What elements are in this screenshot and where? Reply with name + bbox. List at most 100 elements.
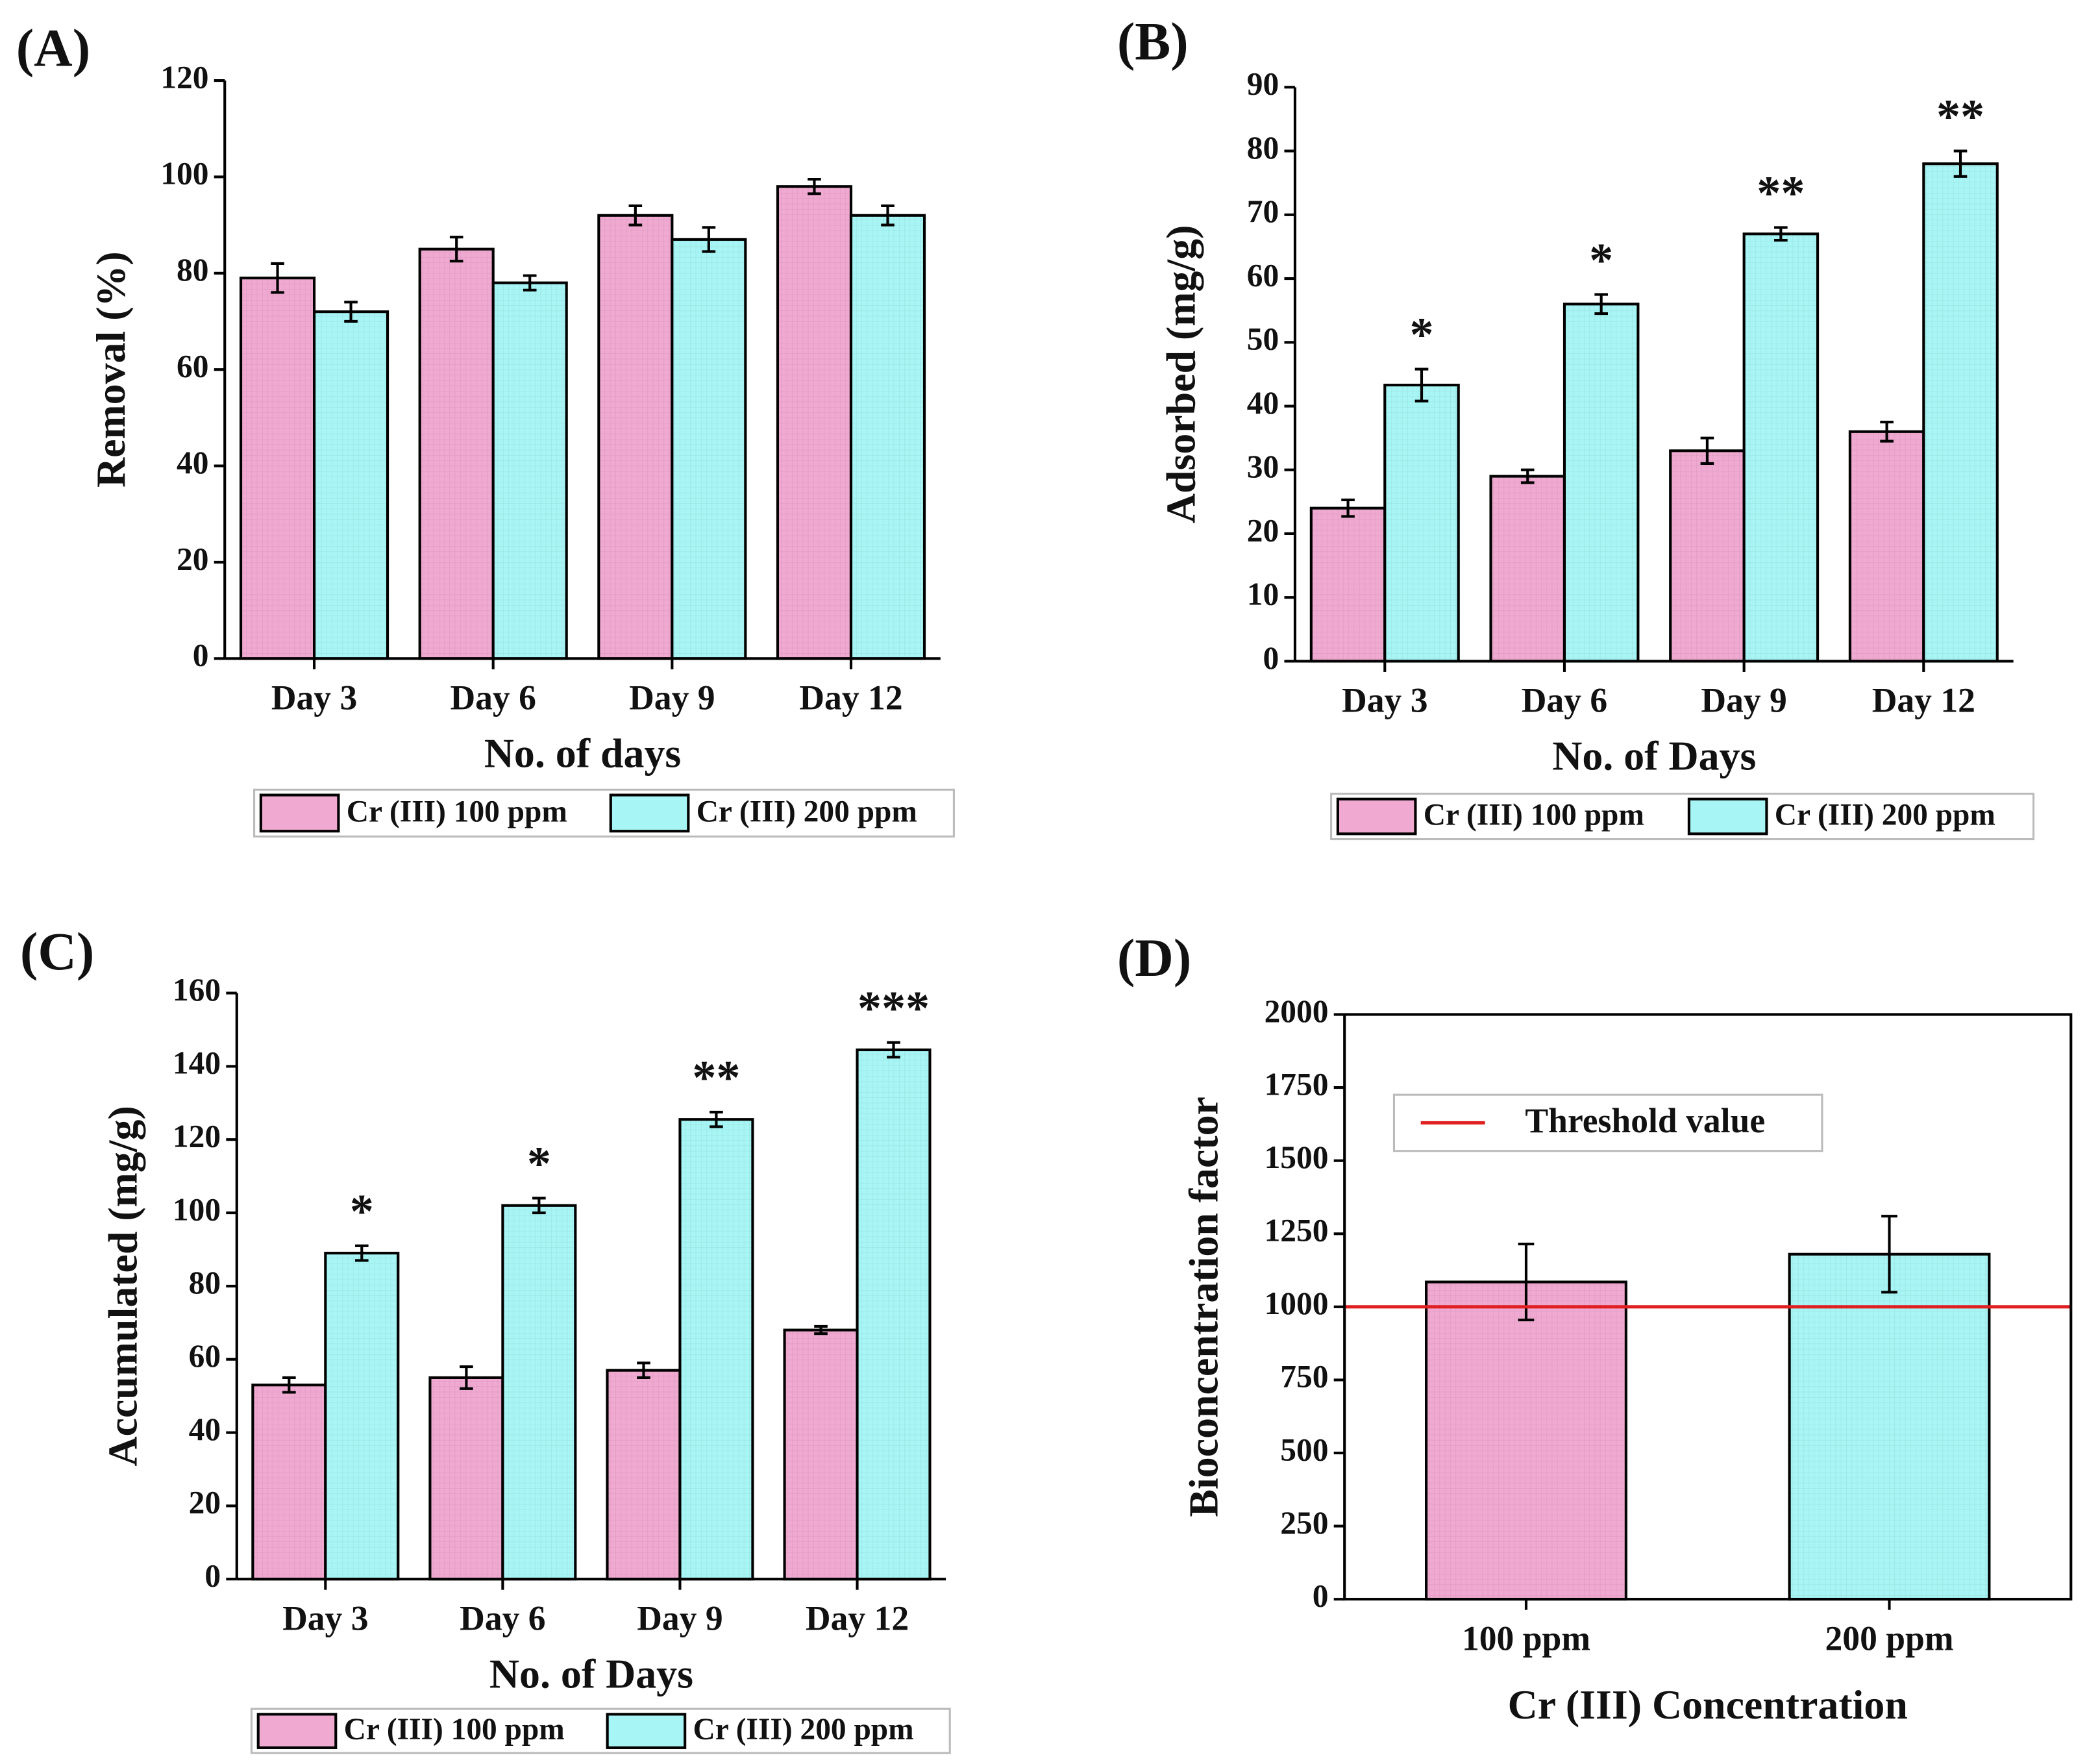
- y-tick-label: 1250: [1265, 1213, 1329, 1248]
- y-tick-label: 2000: [1265, 993, 1329, 1029]
- panel-label: (C): [20, 922, 94, 981]
- bar-texture: [784, 1330, 858, 1580]
- y-tick-label: 0: [1313, 1578, 1329, 1613]
- y-tick-label: 70: [1247, 193, 1279, 229]
- y-axis-title: Accumulated (mg/g): [99, 1106, 145, 1466]
- y-tick-label: 60: [189, 1338, 221, 1374]
- x-tick-label: Day 3: [1342, 681, 1427, 720]
- y-tick-label: 20: [189, 1485, 221, 1521]
- legend-swatch: [259, 793, 340, 833]
- legend-box: [1330, 792, 2035, 841]
- y-tick-label: 100: [173, 1191, 221, 1227]
- legend-box: [253, 788, 955, 838]
- significance: *: [350, 1186, 374, 1239]
- significance: *: [1589, 234, 1613, 287]
- plot-frame: [1343, 1013, 2073, 1601]
- bar-texture: [599, 215, 673, 659]
- y-tick-label: 80: [177, 252, 208, 288]
- y-tick-label: 120: [160, 59, 208, 95]
- bar-texture: [672, 239, 746, 659]
- significance: **: [692, 1052, 740, 1105]
- legend-swatch: [1687, 797, 1768, 836]
- panel-label: (D): [1117, 928, 1191, 988]
- bar-texture: [253, 1385, 326, 1580]
- y-tick-label: 20: [1247, 512, 1279, 548]
- y-tick-label: 60: [1247, 257, 1279, 293]
- y-tick-label: 250: [1280, 1505, 1328, 1541]
- bar-texture: [680, 1119, 753, 1580]
- bar-texture: [1385, 385, 1459, 662]
- significance: *: [1409, 308, 1433, 362]
- y-axis-title: Bioconcentration factor: [1181, 1097, 1227, 1517]
- legend-label: Cr (III) 100 ppm: [344, 1713, 565, 1746]
- significance: *: [527, 1137, 551, 1191]
- x-axis-title: No. of days: [484, 730, 681, 776]
- y-tick-label: 140: [173, 1045, 221, 1081]
- bar-texture: [1849, 431, 1924, 662]
- bar-texture: [777, 186, 851, 659]
- bar-texture: [1789, 1254, 1990, 1600]
- legend-label: Cr (III) 100 ppm: [347, 795, 567, 828]
- y-tick-label: 1000: [1265, 1286, 1329, 1321]
- x-tick-label: Day 3: [282, 1598, 368, 1637]
- y-tick-label: 40: [189, 1411, 221, 1447]
- y-tick-label: 1500: [1265, 1139, 1329, 1175]
- legend-swatch: [606, 1713, 687, 1749]
- x-axis-title: No. of Days: [489, 1650, 693, 1696]
- bar-texture: [1426, 1282, 1626, 1600]
- bar-texture: [1923, 164, 1997, 662]
- x-tick-label: 100 ppm: [1462, 1619, 1590, 1658]
- x-tick-label: 200 ppm: [1825, 1619, 1954, 1658]
- bar-texture: [1744, 234, 1818, 662]
- y-tick-label: 100: [160, 156, 208, 192]
- legend-label: Threshold value: [1525, 1101, 1765, 1140]
- y-tick-label: 80: [189, 1265, 221, 1300]
- significance: ***: [858, 982, 930, 1035]
- y-tick-label: 40: [1247, 385, 1279, 421]
- x-tick-label: Day 9: [637, 1598, 722, 1637]
- y-tick-label: 120: [173, 1119, 221, 1154]
- legend-swatch: [609, 793, 690, 833]
- bar-texture: [857, 1050, 930, 1580]
- x-tick-label: Day 12: [806, 1598, 909, 1637]
- y-tick-label: 0: [1263, 640, 1279, 676]
- x-axis-title: No. of Days: [1552, 733, 1756, 779]
- legend-label: Cr (III) 100 ppm: [1424, 798, 1644, 832]
- y-tick-label: 500: [1280, 1432, 1328, 1467]
- legend-swatch: [1336, 797, 1417, 836]
- bar-texture: [502, 1205, 576, 1580]
- y-tick-label: 40: [177, 445, 208, 480]
- bar-texture: [314, 312, 388, 659]
- bar-texture: [325, 1253, 399, 1580]
- x-tick-label: Day 12: [799, 678, 902, 717]
- y-tick-label: 0: [204, 1558, 221, 1594]
- x-tick-label: Day 6: [450, 678, 536, 717]
- significance: **: [1757, 167, 1805, 220]
- x-tick-label: Day 9: [629, 678, 715, 717]
- x-tick-label: Day 6: [460, 1598, 545, 1637]
- y-axis-title: Adsorbed (mg/g): [1158, 225, 1204, 524]
- x-tick-label: Day 9: [1701, 681, 1786, 720]
- y-tick-label: 10: [1247, 577, 1279, 612]
- bar-texture: [493, 282, 567, 659]
- y-tick-label: 80: [1247, 130, 1279, 166]
- panel-label: (A): [16, 19, 90, 78]
- x-tick-label: Day 6: [1522, 681, 1607, 720]
- y-tick-label: 0: [193, 638, 209, 673]
- y-tick-label: 20: [177, 541, 208, 577]
- y-tick-label: 30: [1247, 449, 1279, 484]
- bar-texture: [430, 1377, 503, 1580]
- bar-texture: [1490, 476, 1564, 662]
- legend-swatch: [256, 1713, 338, 1749]
- y-tick-label: 750: [1280, 1359, 1328, 1395]
- y-tick-label: 90: [1247, 66, 1279, 102]
- x-axis-title: Cr (III) Concentration: [1508, 1682, 1908, 1728]
- bar-texture: [1670, 451, 1744, 662]
- y-tick-label: 50: [1247, 321, 1279, 357]
- bar-texture: [241, 278, 315, 659]
- y-tick-label: 1750: [1265, 1066, 1329, 1102]
- legend-label: Cr (III) 200 ppm: [1775, 798, 1995, 832]
- panel-label: (B): [1117, 12, 1189, 71]
- y-tick-label: 60: [177, 349, 208, 384]
